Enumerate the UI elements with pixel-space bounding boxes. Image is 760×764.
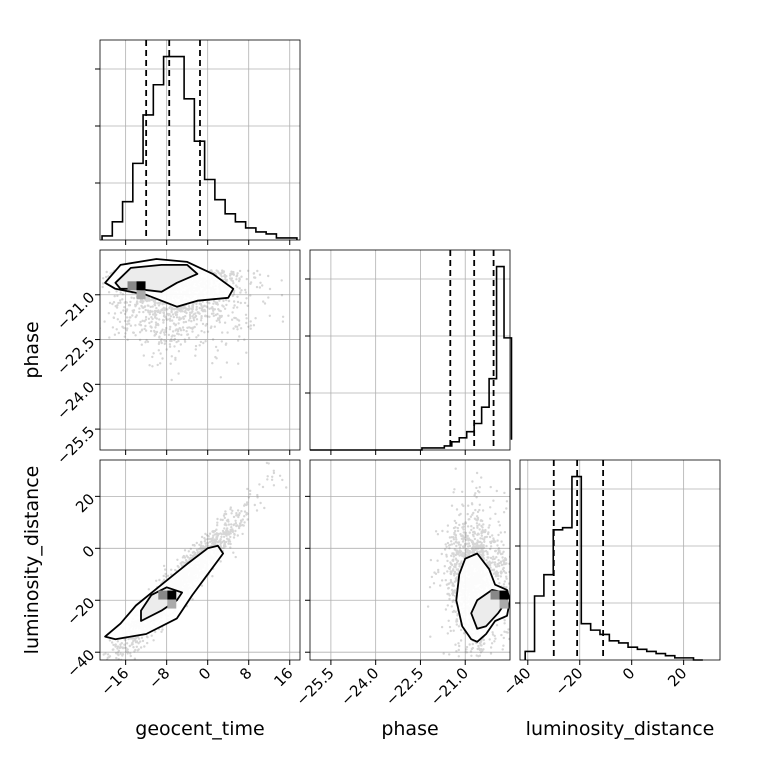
marginal-background [310, 250, 510, 450]
density-cell [490, 590, 500, 600]
density-peak-cell [499, 590, 509, 600]
marginal-frame [309, 249, 511, 451]
x-tick-label-geocent-time: 16 [270, 664, 296, 690]
density-cell [127, 281, 137, 291]
x-tick-label-luminosity-distance: 20 [664, 664, 690, 690]
x-tick-label-geocent-time: 0 [195, 664, 214, 683]
joint-panel-geocent-time-vs-phase: −25.5−24.0−22.5−21.0 [53, 249, 301, 468]
x-tick-label-phase: −21.0 [427, 664, 472, 709]
y-tick-label-luminosity-distance: 20 [72, 490, 98, 516]
density-cell [167, 599, 177, 609]
marginal-frame [519, 459, 721, 661]
density-cell [136, 290, 146, 300]
joint-frame [99, 249, 301, 451]
y-tick-label-luminosity-distance: −20 [63, 594, 98, 629]
axis-labels-layer: geocent_time phase luminosity_distance p… [21, 321, 714, 740]
x-tick-label-luminosity-distance: −40 [500, 664, 535, 699]
x-tick-label-geocent-time: −16 [97, 664, 132, 699]
x-tick-label-geocent-time: 8 [236, 664, 255, 683]
density-peak-cell [167, 590, 177, 600]
joint-plot-area [100, 250, 300, 450]
density-peak-cell [136, 281, 146, 291]
joint-plot-area [310, 460, 510, 660]
x-axis-label-geocent-time: geocent_time [135, 718, 264, 740]
x-tick-label-phase: −25.5 [292, 664, 337, 709]
marginal-panel-phase [305, 249, 513, 455]
marginal-panel-luminosity-distance: −40 −20 0 20 [500, 459, 721, 699]
density-cell [158, 590, 168, 600]
y-axis-label-luminosity-distance: luminosity_distance [21, 466, 43, 655]
x-axis-label-phase: phase [381, 718, 438, 740]
x-tick-label-luminosity-distance: −20 [551, 664, 586, 699]
joint-panel-geocent-time-vs-luminosity-distance: −16 −8 0 8 16 −40 −20 0 20 [63, 459, 301, 699]
x-tick-label-phase: −24.0 [337, 664, 382, 709]
y-tick-label-phase: −24.0 [53, 378, 98, 423]
x-tick-label-geocent-time: −8 [145, 664, 173, 692]
y-tick-label-phase: −21.0 [53, 288, 98, 333]
marginal-frame [99, 39, 301, 241]
y-tick-label-phase: −22.5 [53, 333, 98, 378]
y-axis-label-phase: phase [21, 321, 43, 378]
histogram-step-luminosity-distance [524, 475, 703, 661]
x-axis-label-luminosity-distance: luminosity_distance [526, 718, 715, 740]
marginal-background [520, 460, 720, 660]
marginal-panel-geocent-time [95, 39, 301, 245]
panels-layer: −40 −20 0 20−25.5−24.0−22.5−21.0−16 −8 0 8 16−4… [53, 39, 721, 709]
x-tick-label-phase: −22.5 [382, 664, 427, 709]
y-tick-label-luminosity-distance: −40 [63, 646, 98, 681]
joint-frame [99, 459, 301, 661]
y-tick-label-phase: −25.5 [53, 423, 98, 468]
joint-panel-phase-vs-luminosity-distance: −25.5 −24.0 −22.5 −21.0 [292, 459, 511, 709]
joint-frame [309, 459, 511, 661]
x-tick-label-luminosity-distance: 0 [619, 664, 638, 683]
joint-plot-area [100, 460, 300, 660]
density-cell [499, 599, 509, 609]
y-tick-label-luminosity-distance: 0 [79, 542, 98, 561]
